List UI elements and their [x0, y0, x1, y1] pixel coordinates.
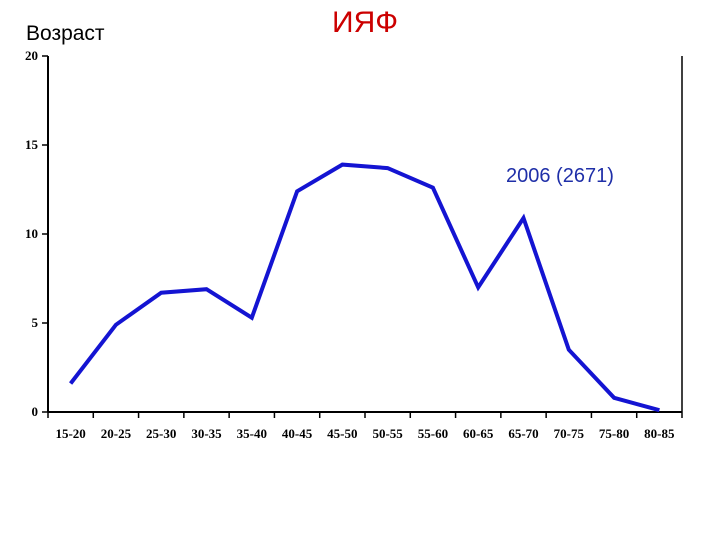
- series-layer: [69, 162, 660, 413]
- x-axis-ticks: 15-20 20-25 25-30 30-35 35-40 40-45 45-50 50-55…: [47, 412, 683, 441]
- chart-title: ИЯФ: [332, 6, 399, 39]
- x-tick-label: 60-65: [463, 426, 494, 441]
- y-axis-ticks: 0 5 10 15 20: [25, 48, 48, 419]
- x-tick-label: 55-60: [418, 426, 448, 441]
- x-tick-label: 75-80: [599, 426, 629, 441]
- series-line: [69, 162, 660, 413]
- y-tick-label: 5: [32, 315, 39, 330]
- x-tick-label: 15-20: [55, 426, 85, 441]
- x-tick-label: 40-45: [282, 426, 313, 441]
- x-tick-label: 25-30: [146, 426, 176, 441]
- y-tick-label: 15: [25, 137, 39, 152]
- series-label: 2006 (2671): [506, 165, 614, 187]
- x-tick-label: 80-85: [644, 426, 675, 441]
- y-tick-label: 10: [25, 226, 38, 241]
- y-tick-label: 20: [25, 48, 38, 63]
- x-tick-label: 50-55: [372, 426, 403, 441]
- x-tick-label: 70-75: [554, 426, 585, 441]
- x-tick-label: 35-40: [237, 426, 267, 441]
- plot-area: [47, 56, 683, 413]
- y-axis-title: Возраст: [26, 22, 105, 45]
- x-tick-label: 20-25: [101, 426, 132, 441]
- x-tick-label: 45-50: [327, 426, 357, 441]
- x-tick-label: 65-70: [508, 426, 538, 441]
- y-tick-label: 0: [32, 404, 39, 419]
- x-tick-label: 30-35: [191, 426, 222, 441]
